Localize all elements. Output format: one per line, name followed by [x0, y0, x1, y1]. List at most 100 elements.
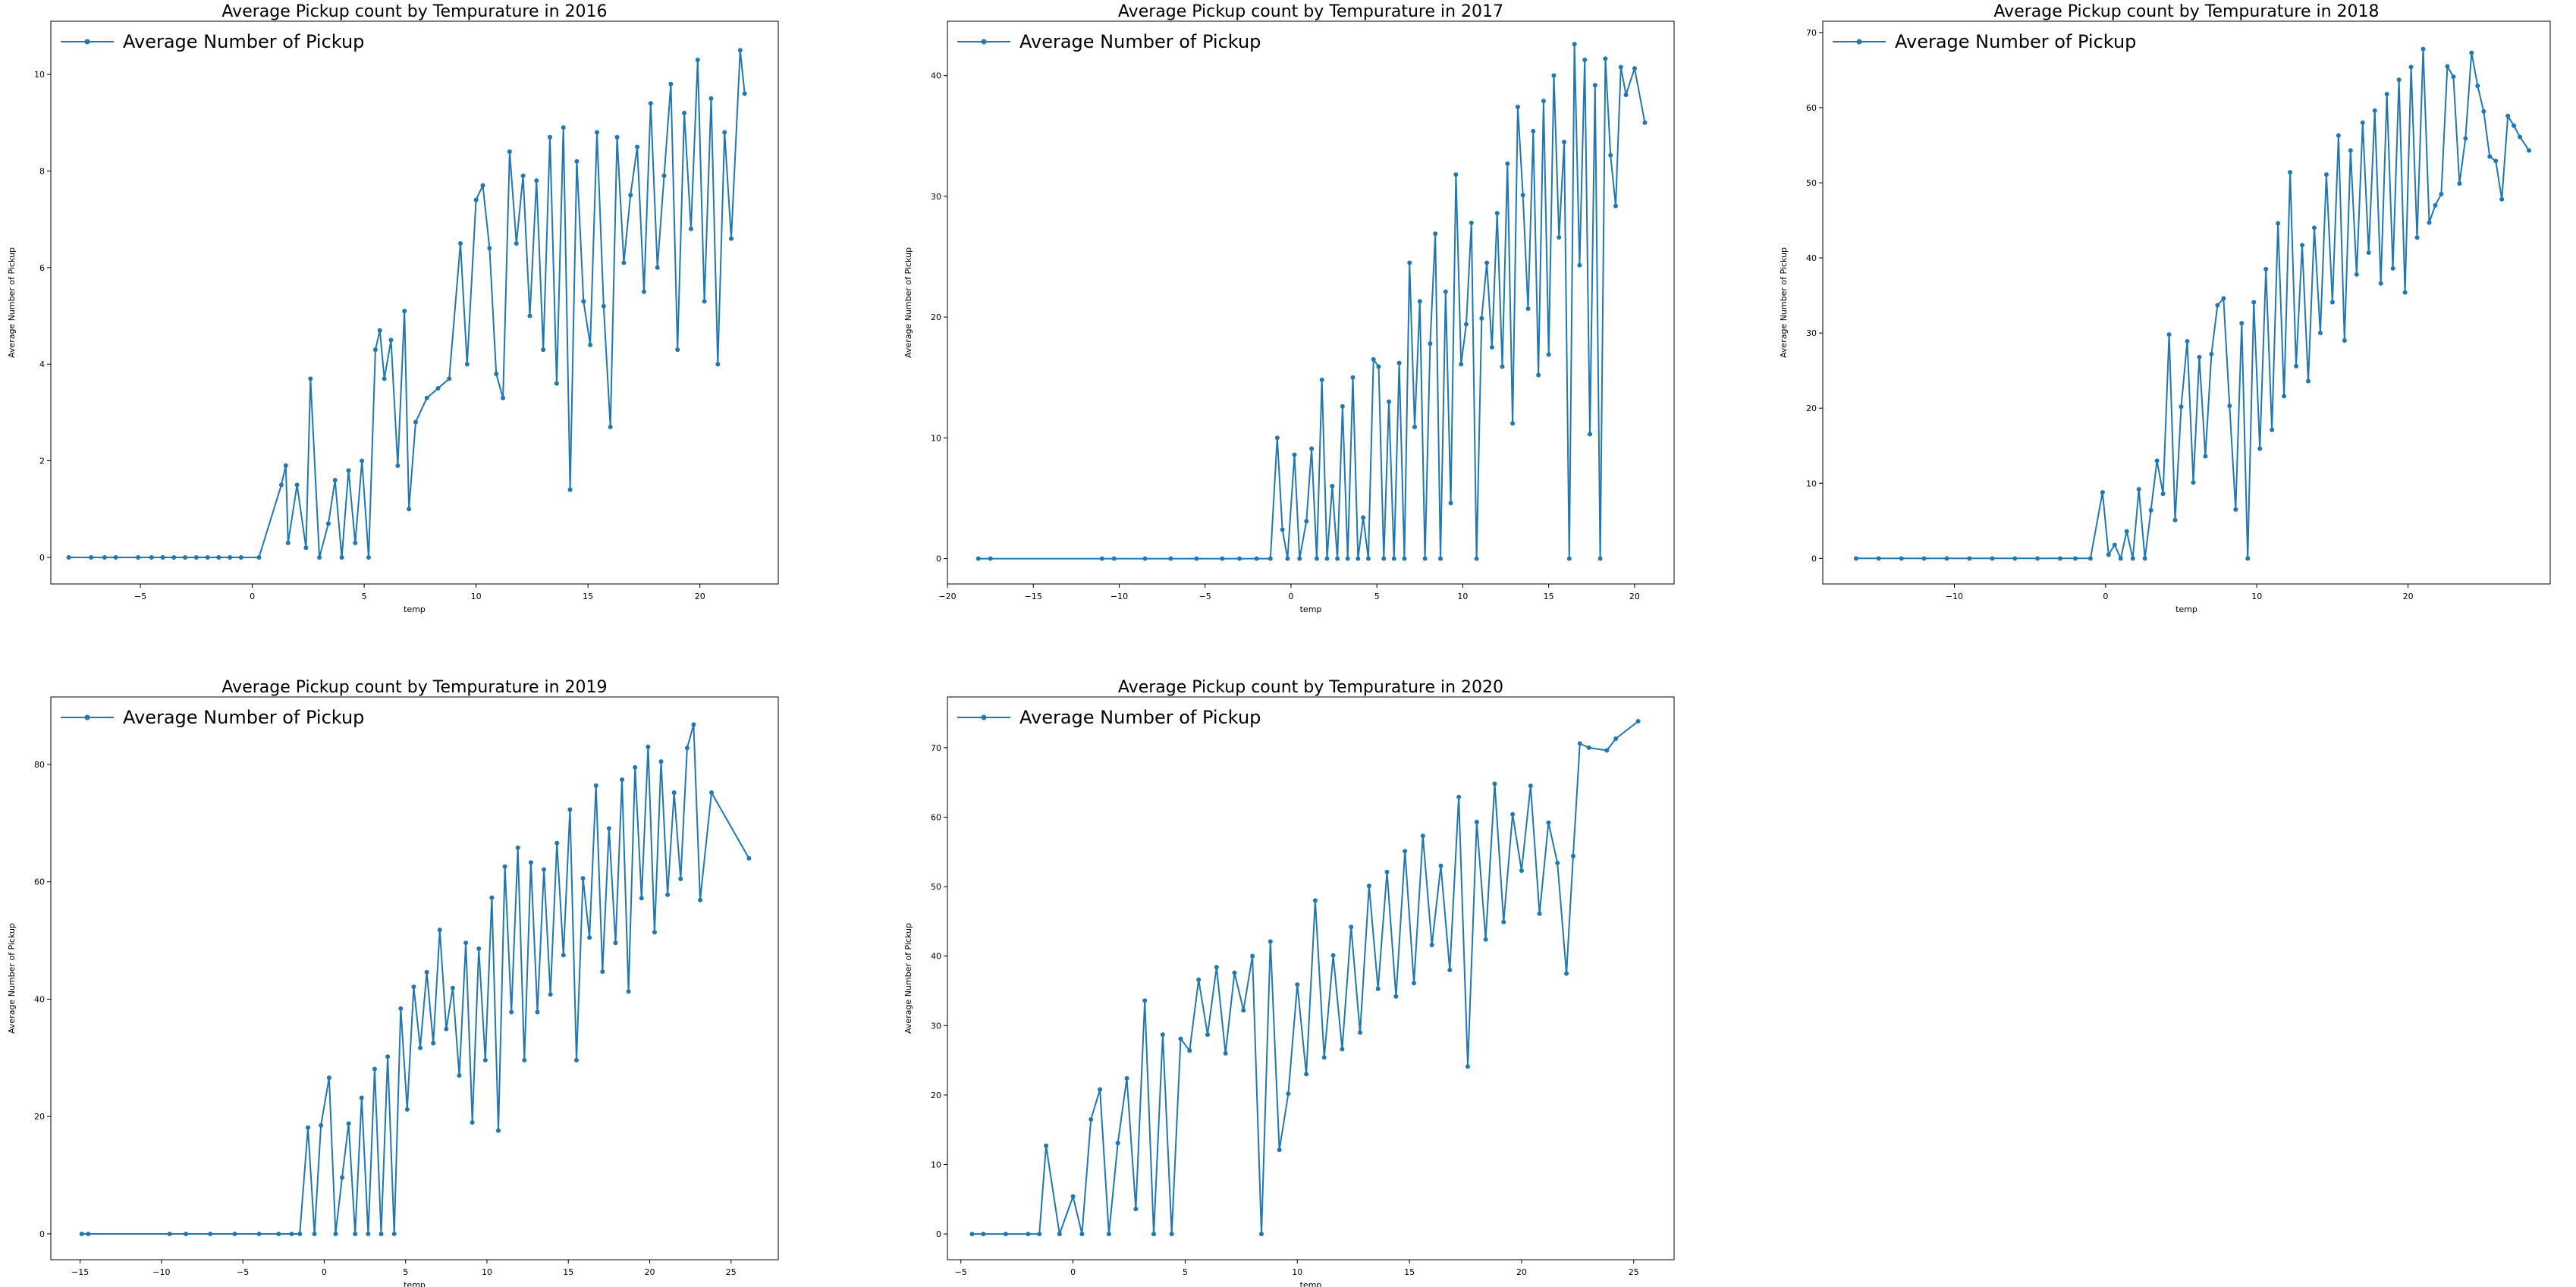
data-point: [79, 1231, 84, 1236]
data-point: [1420, 833, 1425, 839]
data-point: [1500, 364, 1505, 369]
data-point: [2124, 529, 2129, 534]
series-line: [81, 724, 750, 1235]
data-point: [682, 111, 687, 116]
data-point: [1463, 322, 1469, 327]
data-point: [1079, 1232, 1085, 1237]
data-point: [2209, 351, 2214, 356]
data-point: [969, 1232, 975, 1237]
chart-title: Average Pickup count by Tempurature in 2…: [1118, 678, 1503, 697]
data-point: [332, 478, 338, 483]
data-point: [379, 1231, 384, 1236]
y-tick-label: 10: [931, 433, 941, 443]
data-point: [2378, 281, 2383, 286]
x-axis-label: temp: [404, 604, 426, 614]
data-point: [1448, 501, 1453, 506]
data-point: [1510, 421, 1516, 426]
data-point: [398, 1006, 404, 1011]
data-point: [534, 178, 539, 184]
data-point: [746, 855, 752, 861]
data-point: [325, 521, 331, 526]
data-point: [520, 173, 526, 178]
data-point: [1196, 977, 1202, 982]
y-tick-label: 30: [931, 1021, 941, 1031]
data-point: [633, 764, 638, 770]
data-point: [548, 134, 553, 140]
legend: Average Number of Pickup: [1833, 31, 2136, 52]
data-point: [346, 1121, 351, 1126]
chart-2: Average Pickup count by Tempurature in 2…: [903, 2, 1675, 614]
data-point: [2311, 225, 2317, 231]
data-point: [308, 376, 313, 381]
data-point: [1572, 42, 1577, 47]
data-point: [1412, 981, 1417, 986]
data-point: [149, 554, 154, 560]
data-point: [2172, 517, 2178, 523]
x-tick-label: −20: [938, 592, 956, 601]
x-tick-label: 20: [2403, 592, 2414, 601]
data-point: [1546, 820, 1551, 825]
x-tick-label: −15: [1025, 592, 1042, 601]
data-point: [2445, 64, 2450, 69]
data-point: [1546, 352, 1551, 357]
data-point: [2372, 108, 2377, 113]
data-point: [2251, 300, 2257, 305]
legend-swatch-marker: [981, 39, 987, 45]
data-point: [614, 134, 620, 140]
data-point: [1142, 998, 1148, 1003]
data-point: [1608, 152, 1613, 158]
x-tick-label: −10: [1111, 592, 1128, 601]
y-tick-label: 80: [34, 760, 45, 770]
data-point: [1586, 745, 1591, 750]
data-point: [581, 299, 586, 304]
data-point: [665, 892, 671, 897]
legend-label: Average Number of Pickup: [123, 31, 364, 52]
data-point: [2463, 136, 2468, 141]
data-point: [1570, 853, 1575, 859]
data-point: [238, 554, 243, 560]
data-point: [2518, 134, 2523, 140]
x-tick-label: 10: [482, 1267, 492, 1277]
data-point: [1494, 211, 1500, 216]
data-point: [1375, 986, 1381, 991]
x-tick-label: 5: [1183, 1267, 1188, 1277]
y-tick-label: 40: [931, 71, 941, 81]
legend-swatch-marker: [981, 714, 987, 720]
data-point: [2499, 196, 2505, 202]
data-point: [688, 226, 693, 231]
data-point: [684, 746, 690, 751]
data-point: [2227, 403, 2232, 409]
data-point: [737, 48, 743, 53]
data-point: [574, 159, 580, 164]
data-point: [2160, 491, 2166, 497]
data-point: [278, 482, 284, 488]
data-point: [2282, 394, 2287, 399]
data-point: [208, 1231, 213, 1236]
data-point: [183, 554, 188, 560]
x-tick-label: 0: [1288, 592, 1293, 601]
data-point: [606, 826, 611, 831]
data-point: [1250, 953, 1255, 959]
data-point: [402, 309, 407, 314]
chart-1: Average Pickup count by Tempurature in 2…: [7, 2, 779, 614]
data-point: [535, 1009, 540, 1015]
data-point: [2512, 123, 2517, 128]
data-point: [561, 953, 566, 958]
data-point: [554, 840, 560, 846]
data-point: [527, 313, 532, 319]
data-point: [372, 1066, 377, 1072]
data-point: [515, 845, 520, 850]
y-tick-label: 60: [931, 812, 941, 822]
data-point: [2148, 507, 2153, 513]
data-point: [2191, 480, 2196, 485]
data-point: [1365, 556, 1371, 561]
data-point: [1003, 1232, 1008, 1237]
data-point: [1551, 73, 1557, 78]
data-point: [541, 347, 546, 353]
data-point: [457, 1073, 462, 1078]
data-point: [193, 554, 199, 560]
data-point: [2106, 552, 2111, 557]
data-point: [708, 96, 714, 101]
y-tick-label: 4: [39, 359, 45, 369]
data-point: [457, 240, 463, 246]
